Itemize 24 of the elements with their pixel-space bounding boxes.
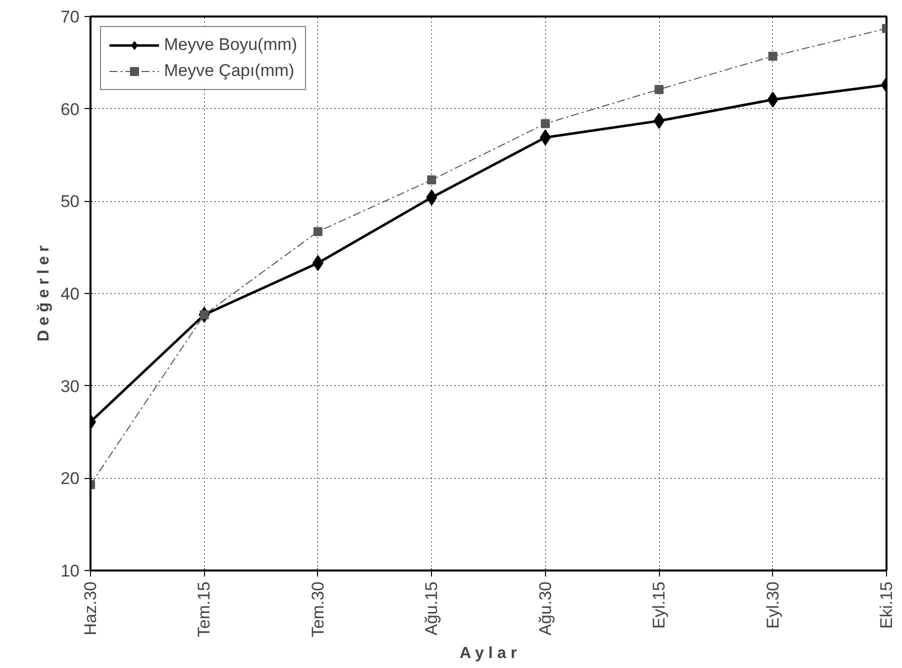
x-tick-label: Ağu.30 (536, 581, 555, 636)
point (654, 84, 664, 94)
x-axis-title: A y l a r (460, 645, 517, 662)
x-tick-label: Eyl.30 (763, 582, 782, 629)
y-tick-label: 70 (60, 8, 80, 26)
y-tick-label: 40 (60, 284, 80, 304)
x-tick-label: Eyl.15 (650, 582, 669, 629)
y-axis-title: D e ğ e r l e r (36, 245, 53, 342)
legend-label: Meyve Boyu(mm) (164, 35, 298, 55)
x-tick-label: Tem.30 (308, 582, 328, 638)
point (540, 119, 550, 128)
y-tick-label: 50 (60, 192, 80, 212)
x-tick-label: Ağu.15 (422, 581, 442, 636)
y-tick-label: 20 (60, 469, 80, 488)
point (427, 175, 436, 184)
point (313, 227, 322, 236)
y-tick-label: 30 (60, 376, 80, 396)
y-tick-label: 60 (60, 100, 80, 119)
point (768, 52, 778, 61)
legend-label: Meyve Çapı(mm) (164, 61, 294, 81)
x-tick-label: Haz.30 (81, 581, 100, 636)
x-tick-label: Eki.15 (877, 582, 896, 629)
y-tick-label: 10 (60, 562, 80, 580)
x-tick-label: Tem.15 (194, 582, 214, 638)
